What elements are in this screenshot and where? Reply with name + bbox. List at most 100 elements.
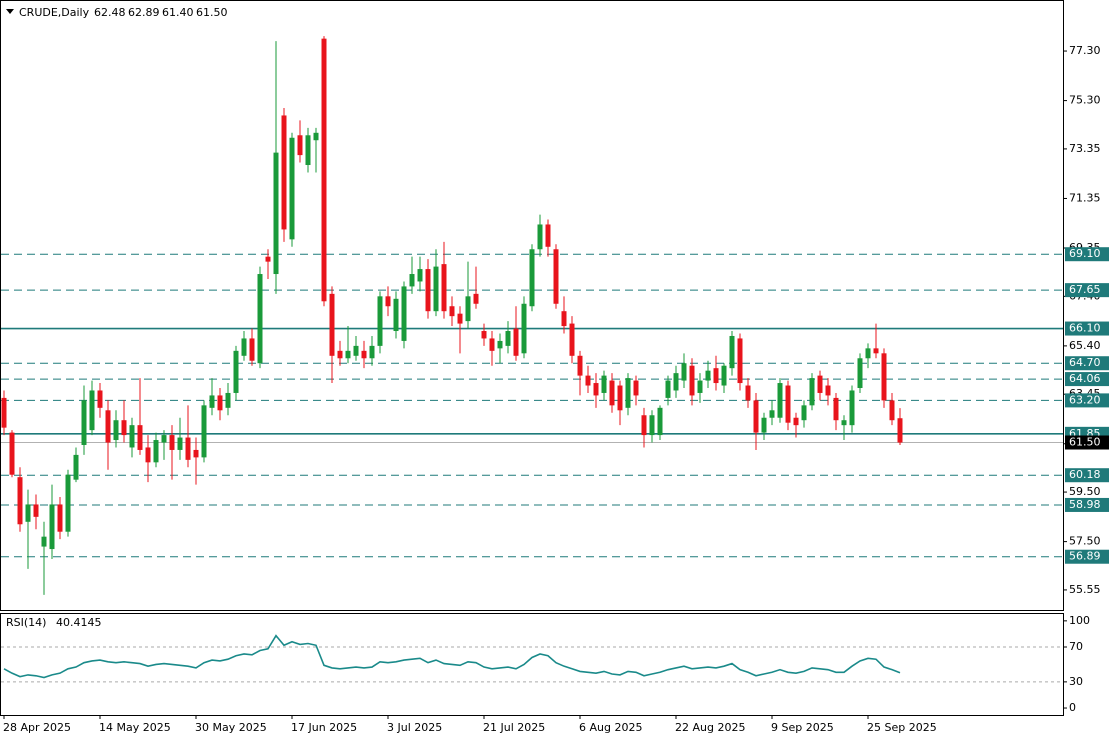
candle-body [417,269,423,282]
candle-body [385,296,391,307]
candle-body [393,298,399,332]
rsi-tick-label: 30 [1069,675,1083,688]
candle-body [609,380,615,406]
candle-body [337,350,343,359]
y-tick-label: 71.35 [1069,191,1101,204]
x-tick-label: 3 Jul 2025 [387,721,442,734]
candle-body [449,306,455,317]
x-tick-label: 30 May 2025 [195,721,267,734]
candle-body [233,350,239,393]
candle-body [185,437,191,460]
candle-body [593,383,599,396]
candle-body [553,249,559,304]
x-tick-label: 25 Sep 2025 [867,721,937,734]
collapse-icon [6,9,14,14]
candle-body [89,390,95,431]
ohlc-low: 61.40 [162,6,194,19]
candle-body [273,152,279,275]
candle-body [881,353,887,401]
candle-body [545,224,551,247]
candle-body [201,405,207,458]
candle-body [57,504,63,532]
level-label: 64.70 [1069,356,1101,369]
candle-body [521,303,527,354]
rsi-tick-label: 0 [1069,701,1076,714]
y-tick-label: 55.55 [1069,583,1101,596]
candle-body [73,454,79,480]
x-tick-label: 22 Aug 2025 [675,721,745,734]
candle-body [721,365,727,386]
candle-body [505,331,511,346]
candle-body [257,274,263,364]
candle-body [601,375,607,393]
candle-body [785,385,791,423]
candle-body [857,358,863,389]
rsi-value: 40.4145 [56,616,102,629]
candle-body [617,385,623,411]
symbol-label: CRUDE,Daily [19,6,90,19]
level-label: 60.18 [1069,468,1101,481]
candle-body [745,385,751,401]
candle-body [193,449,199,458]
candle-body [753,400,759,433]
level-label: 64.06 [1069,372,1101,385]
candle-body [897,418,903,443]
candle-body [49,504,55,550]
x-tick-label: 17 Jun 2025 [291,721,357,734]
level-label: 56.89 [1069,550,1101,563]
candle-body [329,293,335,356]
candle-body [9,432,15,475]
candle-body [81,400,87,445]
candle-body [657,407,663,436]
rsi-line [3,634,901,679]
y-tick-label: 57.50 [1069,535,1101,548]
level-label: 69.10 [1069,247,1101,260]
plot-layer: 77.3075.3073.3571.3569.3567.4065.4063.45… [1,36,1109,734]
level-tag [1065,549,1109,564]
candle-body [305,135,311,166]
level-label: 63.20 [1069,393,1101,406]
candle-body [377,296,383,346]
candle-body [625,378,631,408]
candle-body [345,350,351,359]
y-tick-label: 73.35 [1069,142,1101,155]
level-tag [1065,283,1109,298]
candle-body [129,425,135,448]
candle-body [113,420,119,441]
candle-body [705,370,711,381]
candle-body [809,378,815,406]
candle-body [697,380,703,393]
candle-body [153,440,159,463]
candle-body [441,264,447,312]
candle-body [585,375,591,386]
x-tick-label: 28 Apr 2025 [3,721,71,734]
level-tag [1065,321,1109,336]
level-label: 66.10 [1069,322,1101,335]
level-tag [1065,356,1109,371]
ohlc-open: 62.48 [94,6,126,19]
candle-body [713,368,719,384]
candle-body [297,135,303,156]
candle-body [513,328,519,356]
candle-body [841,420,847,426]
candle-body [289,137,295,240]
y-tick-label: 75.30 [1069,94,1101,107]
candle-body [137,425,143,450]
level-label: 67.65 [1069,283,1101,296]
candle-body [769,410,775,418]
level-tag [1065,393,1109,408]
candle-body [529,249,535,307]
rsi-label: RSI(14) [6,616,46,629]
candle-body [457,313,463,324]
candle-body [353,345,359,356]
candle-body [737,338,743,384]
rsi-tick-label: 70 [1069,640,1083,653]
candle-body [41,536,47,547]
candle-body [489,338,495,351]
candle-body [313,132,319,141]
candle-body [561,311,567,327]
candle-body [633,380,639,396]
candle-body [649,415,655,436]
candle-body [401,286,407,341]
x-tick-label: 6 Aug 2025 [579,721,642,734]
